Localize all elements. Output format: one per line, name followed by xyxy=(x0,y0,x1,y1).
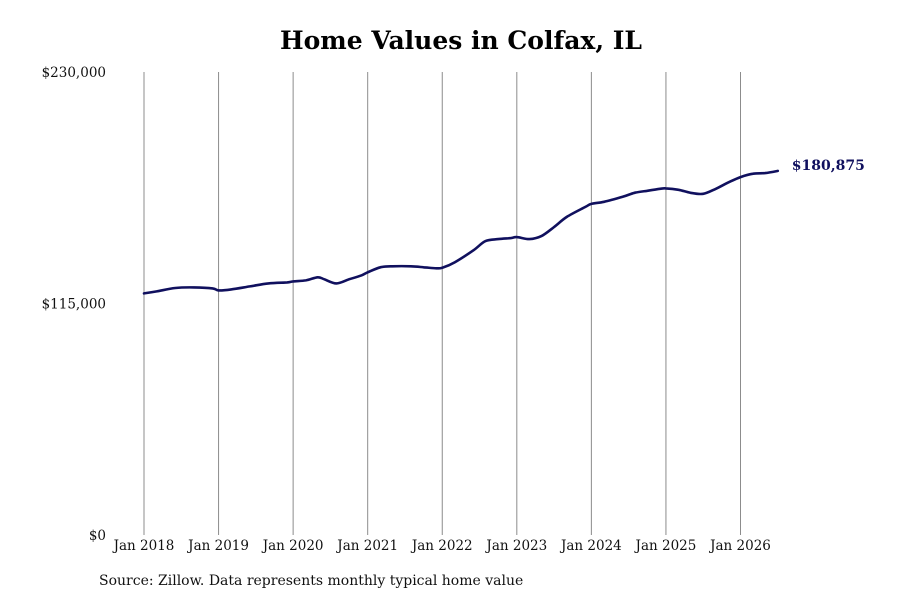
y-tick-label: $0 xyxy=(89,528,106,544)
x-tick-label: Jan 2025 xyxy=(634,538,697,554)
y-tick-label: $230,000 xyxy=(42,65,106,81)
series-line xyxy=(142,169,780,295)
x-tick-label: Jan 2024 xyxy=(559,538,622,554)
source-note: Source: Zillow. Data represents monthly … xyxy=(99,573,524,589)
series-layer xyxy=(142,169,780,295)
x-tick-label: Jan 2020 xyxy=(261,538,324,554)
x-tick-label: Jan 2026 xyxy=(708,538,771,554)
x-tick-label: Jan 2021 xyxy=(335,538,398,554)
x-tick-label: Jan 2018 xyxy=(112,538,175,554)
x-tick-label: Jan 2022 xyxy=(410,538,473,554)
x-axis-ticks: Jan 2018 Jan 2019 Jan 2020 Jan 2021 Jan 2022… xyxy=(112,538,771,554)
grid-layer xyxy=(143,72,741,535)
label-layer: $180,875 xyxy=(792,158,865,174)
end-value-label: $180,875 xyxy=(792,158,865,174)
x-tick-label: Jan 2023 xyxy=(484,538,547,554)
y-tick-label: $115,000 xyxy=(42,297,106,313)
y-axis-ticks: $0 $115,000 $230,000 xyxy=(42,65,106,544)
chart-title: Home Values in Colfax, IL xyxy=(280,26,642,55)
x-tick-label: Jan 2019 xyxy=(186,538,249,554)
